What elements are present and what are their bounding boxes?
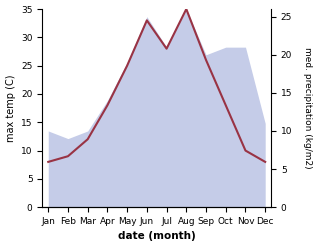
X-axis label: date (month): date (month) xyxy=(118,231,196,242)
Y-axis label: med. precipitation (kg/m2): med. precipitation (kg/m2) xyxy=(303,47,313,169)
Y-axis label: max temp (C): max temp (C) xyxy=(5,74,16,142)
